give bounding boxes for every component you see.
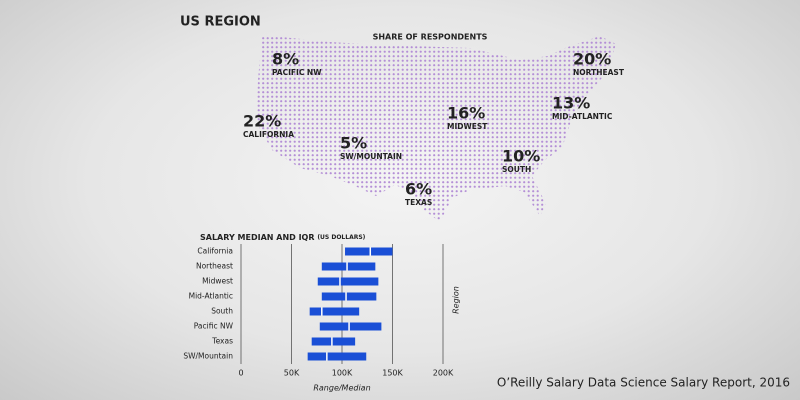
iqr-bar xyxy=(311,337,356,346)
region-share: 22% xyxy=(243,112,281,131)
x-tick-label: 200K xyxy=(433,369,454,378)
x-axis-label: Range/Median xyxy=(313,384,370,393)
y-tick-label: Mid-Atlantic xyxy=(189,292,233,301)
iqr-bar xyxy=(321,262,376,271)
y-tick-label: Midwest xyxy=(202,277,233,286)
iqr-bar xyxy=(317,277,379,286)
iqr-bar xyxy=(309,307,360,316)
region-name: PACIFIC NW xyxy=(272,68,322,77)
region-name: SOUTH xyxy=(502,165,531,174)
y-tick-label: Northeast xyxy=(196,262,233,271)
region-name: NORTHEAST xyxy=(573,68,625,77)
region-name: TEXAS xyxy=(405,198,432,207)
region-name: SW/MOUNTAIN xyxy=(340,152,402,161)
region-share: 5% xyxy=(340,134,367,153)
region-name: MID-ATLANTIC xyxy=(552,112,613,121)
region-share: 10% xyxy=(502,147,540,166)
map-title: US REGION xyxy=(180,15,261,30)
y-tick-label: Pacific NW xyxy=(194,322,234,331)
us-map xyxy=(256,35,616,222)
region-share: 16% xyxy=(447,104,485,123)
region-share: 8% xyxy=(272,50,299,69)
chart-subtitle: (US DOLLARS) xyxy=(317,234,365,241)
iqr-bar xyxy=(319,322,382,331)
x-tick-label: 50K xyxy=(284,369,300,378)
x-tick-label: 150K xyxy=(382,369,403,378)
y-axis-label: Region xyxy=(452,286,461,314)
region-name: CALIFORNIA xyxy=(243,130,294,139)
iqr-bar xyxy=(345,247,393,256)
caption: O’Reilly Salary Data Science Salary Repo… xyxy=(497,376,790,390)
chart-title-main: SALARY MEDIAN AND IQR xyxy=(200,233,315,242)
iqr-bar xyxy=(321,292,377,301)
region-name: MIDWEST xyxy=(447,122,488,131)
map-subtitle: SHARE OF RESPONDENTS xyxy=(373,33,488,42)
y-tick-label: California xyxy=(197,247,233,256)
y-tick-label: South xyxy=(211,307,233,316)
chart-title: SALARY MEDIAN AND IQR (US DOLLARS) xyxy=(200,233,366,242)
iqr-bar xyxy=(307,352,367,361)
y-tick-label: SW/Mountain xyxy=(183,352,233,361)
y-tick-label: Texas xyxy=(211,337,233,346)
x-tick-label: 0 xyxy=(238,369,243,378)
x-tick-label: 100K xyxy=(332,369,353,378)
region-share: 20% xyxy=(573,50,611,69)
region-share: 6% xyxy=(405,180,432,199)
region-share: 13% xyxy=(552,94,590,113)
